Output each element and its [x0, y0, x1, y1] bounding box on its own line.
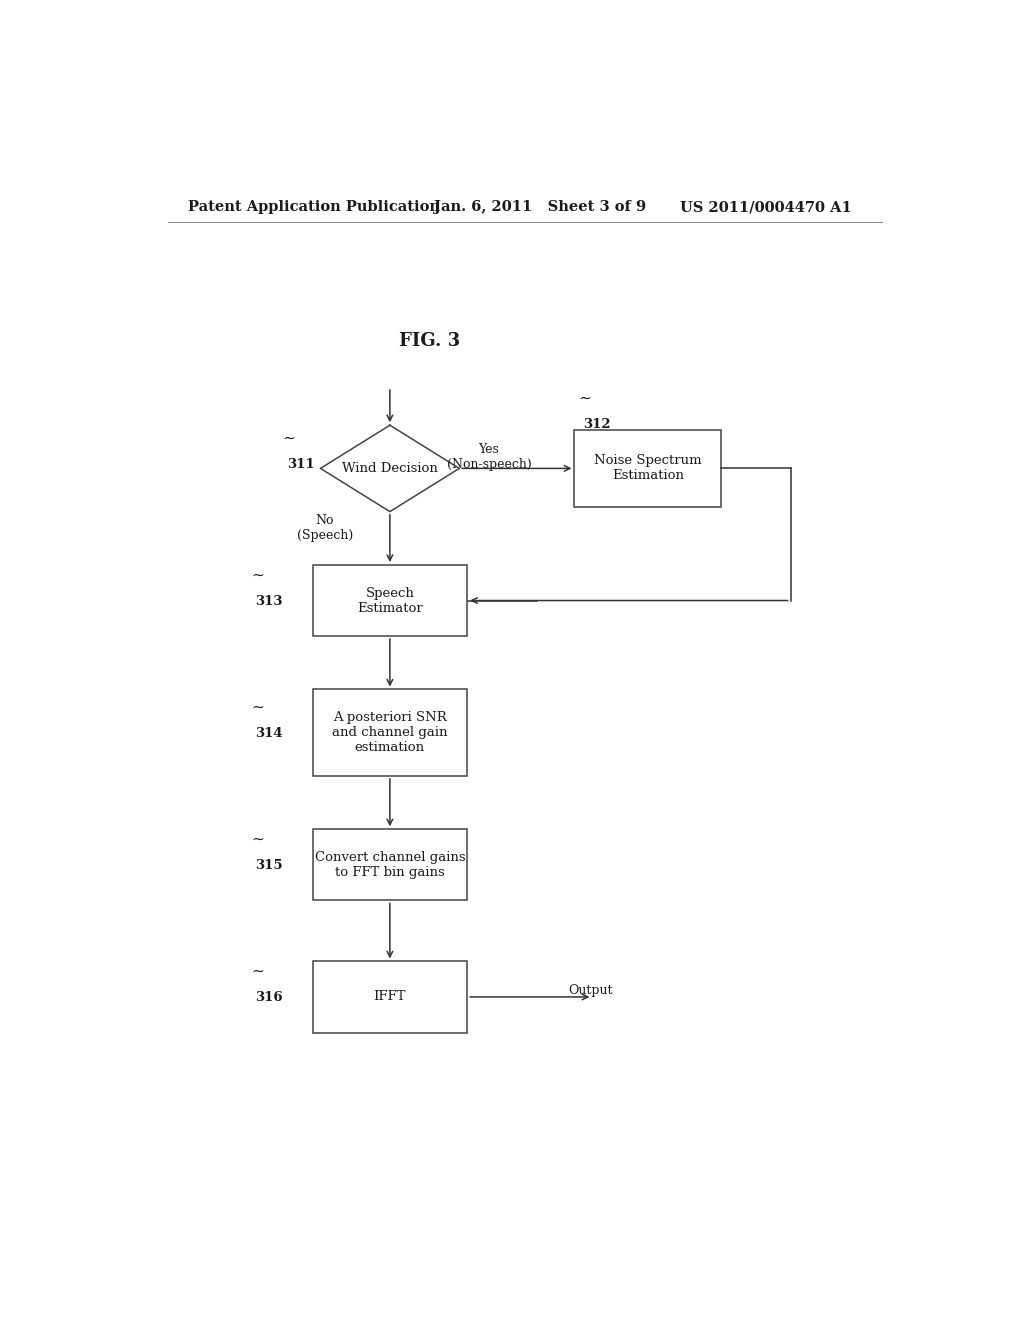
- FancyBboxPatch shape: [312, 565, 467, 636]
- FancyBboxPatch shape: [312, 961, 467, 1032]
- Text: No
(Speech): No (Speech): [297, 515, 353, 543]
- Text: ∼: ∼: [579, 391, 592, 405]
- Text: Speech
Estimator: Speech Estimator: [357, 586, 423, 615]
- Polygon shape: [321, 425, 460, 512]
- Text: ∼: ∼: [251, 700, 264, 714]
- Text: Wind Decision: Wind Decision: [342, 462, 438, 475]
- Text: Convert channel gains
to FFT bin gains: Convert channel gains to FFT bin gains: [314, 851, 465, 879]
- FancyBboxPatch shape: [574, 430, 721, 507]
- Text: Noise Spectrum
Estimation: Noise Spectrum Estimation: [594, 454, 701, 482]
- Text: ∼: ∼: [283, 430, 296, 445]
- Text: A posteriori SNR
and channel gain
estimation: A posteriori SNR and channel gain estima…: [332, 711, 447, 754]
- Text: FIG. 3: FIG. 3: [399, 333, 460, 350]
- Text: Jan. 6, 2011   Sheet 3 of 9: Jan. 6, 2011 Sheet 3 of 9: [433, 201, 646, 214]
- Text: ∼: ∼: [251, 964, 264, 979]
- FancyBboxPatch shape: [312, 689, 467, 776]
- FancyBboxPatch shape: [312, 829, 467, 900]
- Text: Patent Application Publication: Patent Application Publication: [187, 201, 439, 214]
- Text: ∼: ∼: [251, 832, 264, 847]
- Text: Output: Output: [568, 985, 613, 998]
- Text: 314: 314: [255, 727, 283, 741]
- Text: ∼: ∼: [251, 568, 264, 582]
- Text: IFFT: IFFT: [374, 990, 407, 1003]
- Text: US 2011/0004470 A1: US 2011/0004470 A1: [680, 201, 851, 214]
- Text: 312: 312: [583, 418, 610, 432]
- Text: 311: 311: [287, 458, 314, 471]
- Text: 313: 313: [255, 595, 283, 609]
- Text: Yes
(Non-speech): Yes (Non-speech): [446, 444, 531, 471]
- Text: 315: 315: [255, 859, 283, 873]
- Text: 316: 316: [255, 991, 283, 1005]
